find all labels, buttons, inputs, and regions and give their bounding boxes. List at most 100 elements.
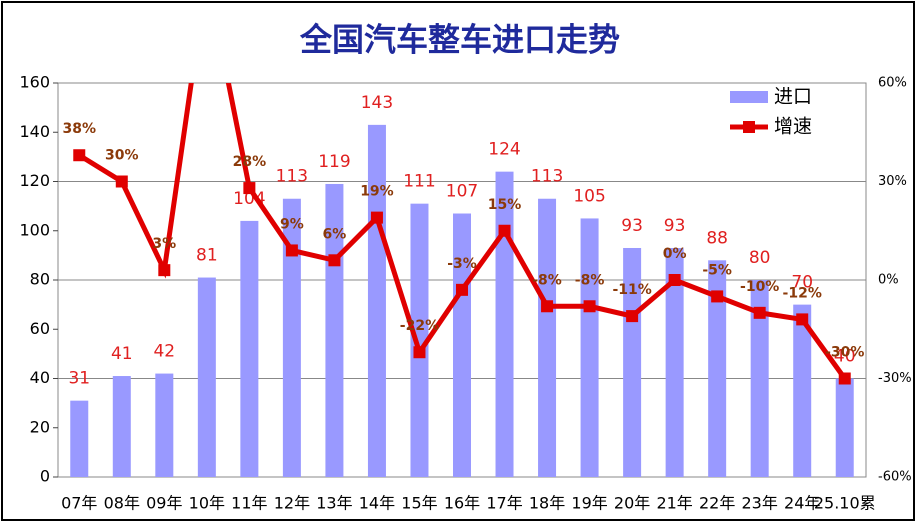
bar-label: 143 <box>361 93 393 113</box>
x-tick-label: 08年 <box>104 494 140 513</box>
line-label: -30% <box>825 345 864 361</box>
x-tick-label: 24年 <box>784 494 820 513</box>
line-label: 28% <box>233 154 267 170</box>
line-label: -5% <box>702 262 732 278</box>
x-tick-label: 13年 <box>316 494 352 513</box>
line-label: 38% <box>63 121 97 137</box>
bar <box>793 304 812 477</box>
line-marker <box>243 182 256 195</box>
chart-title: 全国汽车整车进口走势 <box>299 21 620 59</box>
bar <box>495 171 514 477</box>
bar-label: 80 <box>749 248 771 268</box>
bar <box>112 376 131 477</box>
y-tick-label: 20 <box>30 417 50 436</box>
x-tick-label: 20年 <box>614 494 650 513</box>
line-label: -8% <box>575 272 605 288</box>
bar <box>453 213 471 477</box>
legend-swatch <box>743 121 755 133</box>
line-marker <box>158 264 171 277</box>
line-group <box>73 83 851 385</box>
bar <box>197 277 216 477</box>
line-label: 30% <box>105 148 139 164</box>
line-marker <box>328 254 341 267</box>
x-tick-label: 17年 <box>486 494 522 513</box>
bar-label: 119 <box>318 152 350 172</box>
line-label: 0% <box>663 246 687 262</box>
line-label: -22% <box>400 318 439 334</box>
y2-tick-label: 60% <box>878 76 907 91</box>
bar <box>240 220 259 477</box>
y-tick-label: 80 <box>30 270 50 289</box>
y-tick-label: 0 <box>40 467 50 486</box>
line-label: -8% <box>532 272 562 288</box>
line-marker <box>541 300 554 313</box>
y-tick-label: 120 <box>19 171 50 190</box>
line-marker <box>413 346 426 359</box>
x-tick-label: 12年 <box>274 494 310 513</box>
bar-label: 124 <box>488 140 520 160</box>
legend-label: 增速 <box>774 116 812 138</box>
bar-label: 93 <box>664 216 686 236</box>
y-tick-label: 140 <box>19 122 50 141</box>
bar <box>750 280 769 477</box>
y2-tick-label: 0% <box>878 273 899 288</box>
bar <box>665 247 684 477</box>
x-tick-label: 09年 <box>146 494 182 513</box>
line-label: 15% <box>488 197 522 213</box>
x-tick-label: 23年 <box>741 494 777 513</box>
bar <box>70 400 89 477</box>
bar <box>410 203 429 477</box>
bar <box>623 247 642 477</box>
line-label: 3% <box>152 236 176 252</box>
line-marker <box>285 244 298 257</box>
x-tick-label: 19年 <box>571 494 607 513</box>
bar-label: 40 <box>834 347 856 367</box>
bar-label: 107 <box>446 182 478 202</box>
line-marker <box>73 149 86 162</box>
line-marker <box>626 310 639 323</box>
line-label: 9% <box>280 216 304 232</box>
line-label: -3% <box>447 256 477 272</box>
x-tick-label: 14年 <box>359 494 395 513</box>
legend-swatch <box>730 91 768 103</box>
y-tick-label: 100 <box>19 220 50 239</box>
line-label: 19% <box>360 184 394 200</box>
bar-label: 113 <box>531 167 563 187</box>
line-marker <box>115 175 128 188</box>
bar-label: 93 <box>621 216 643 236</box>
legend-label: 进口 <box>774 86 812 108</box>
y2-tick-label: 30% <box>878 174 907 189</box>
bar-label: 41 <box>111 344 133 364</box>
line-marker <box>583 300 596 313</box>
x-tick-label: 07年 <box>61 494 97 513</box>
bar-label: 113 <box>276 167 308 187</box>
bar-label: 81 <box>196 246 218 266</box>
x-tick-label: 22年 <box>699 494 735 513</box>
x-tick-label: 10年 <box>189 494 225 513</box>
bar <box>367 124 386 478</box>
y2-tick-label: -30% <box>878 371 912 386</box>
y2-tick-label: -60% <box>878 470 912 485</box>
line-marker <box>753 306 766 319</box>
bar <box>538 198 557 478</box>
line-marker <box>838 372 851 385</box>
bar-label: 88 <box>706 228 728 248</box>
bar-label: 42 <box>153 342 175 362</box>
x-tick-label: 25.10累 <box>814 494 876 513</box>
line-label: -11% <box>612 282 651 298</box>
line-marker <box>370 211 383 224</box>
bar <box>282 198 301 478</box>
y-tick-label: 60 <box>30 319 50 338</box>
line-label: -10% <box>740 279 779 295</box>
bar-label: 31 <box>68 369 90 389</box>
bar <box>835 378 854 477</box>
bar-label: 70 <box>791 273 813 293</box>
bar <box>155 373 174 477</box>
bar-label: 105 <box>573 186 605 206</box>
bar-label: 111 <box>403 172 435 192</box>
x-tick-label: 11年 <box>231 494 267 513</box>
y-tick-label: 40 <box>30 368 50 387</box>
bar <box>708 260 727 477</box>
line-marker <box>711 290 724 303</box>
